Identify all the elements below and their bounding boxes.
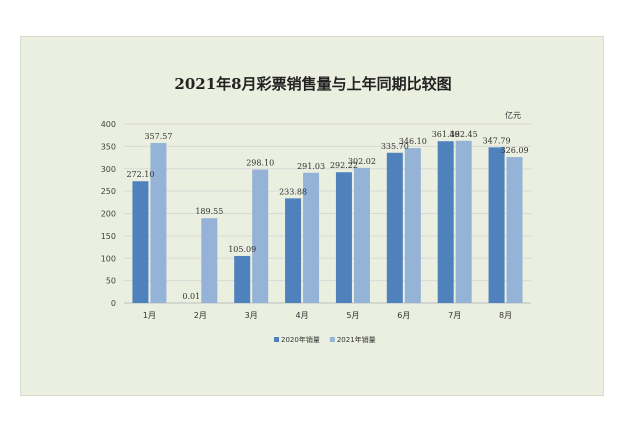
data-label: 292.22 — [330, 161, 358, 170]
bar — [234, 255, 251, 303]
x-axis: 1月 2月 3月 4月 5月 6月 7月 8月 — [143, 311, 512, 320]
chart-panel: 2021年8月彩票销售量与上年同期比较图 亿元 0 50 100 150 200 250 3… — [20, 36, 604, 396]
y-tick-label: 350 — [101, 142, 116, 151]
y-axis: 0 50 100 150 200 250 300 350 400 — [101, 120, 116, 308]
bar — [132, 181, 149, 303]
y-tick-label: 150 — [101, 232, 116, 241]
y-tick-label: 50 — [106, 277, 116, 286]
legend: 2020年销量 2021年销量 — [274, 335, 376, 344]
data-label: 298.10 — [246, 159, 274, 168]
x-tick-label: 5月 — [346, 311, 359, 320]
data-labels: 272.10 357.57 0.01 189.55 105.09 298.10 233.88… — [126, 130, 528, 301]
x-tick-label: 7月 — [448, 311, 461, 320]
bar — [201, 218, 218, 303]
legend-label: 2020年销量 — [281, 335, 320, 344]
x-tick-label: 1月 — [143, 311, 156, 320]
data-label: 362.45 — [450, 130, 478, 139]
data-label: 0.01 — [182, 292, 200, 301]
bar — [488, 147, 505, 303]
y-tick-label: 0 — [111, 299, 116, 308]
y-tick-label: 250 — [101, 187, 116, 196]
data-label: 105.09 — [228, 245, 256, 254]
bar-chart: 2021年8月彩票销售量与上年同期比较图 亿元 0 50 100 150 200 250 3… — [101, 75, 531, 344]
bars — [132, 140, 523, 303]
legend-label: 2021年销量 — [337, 335, 376, 344]
legend-swatch — [329, 337, 335, 342]
x-tick-label: 2月 — [194, 311, 207, 320]
data-label: 346.10 — [399, 137, 427, 146]
unit-label: 亿元 — [505, 110, 521, 120]
chart-title: 2021年8月彩票销售量与上年同期比较图 — [174, 75, 451, 93]
bar — [150, 142, 167, 303]
y-tick-label: 400 — [101, 120, 116, 129]
x-tick-label: 6月 — [397, 311, 410, 320]
bar — [437, 141, 454, 303]
y-tick-label: 100 — [101, 254, 116, 263]
bar — [353, 167, 370, 303]
data-label: 347.79 — [483, 136, 511, 145]
data-label: 291.03 — [297, 162, 325, 171]
x-tick-label: 4月 — [296, 311, 309, 320]
bar — [335, 172, 352, 303]
data-label: 335.70 — [381, 142, 409, 151]
bar — [386, 152, 403, 303]
y-tick-label: 300 — [101, 165, 116, 174]
bar — [303, 172, 320, 303]
data-label: 357.57 — [144, 132, 172, 141]
data-label: 361.49 — [432, 130, 460, 139]
bar — [285, 198, 302, 303]
gridlines — [124, 123, 531, 304]
x-tick-label: 3月 — [245, 311, 258, 320]
y-tick-label: 200 — [101, 210, 116, 219]
bar — [404, 148, 421, 303]
bar — [455, 140, 472, 303]
data-label: 189.55 — [195, 207, 223, 216]
bar — [252, 169, 269, 303]
data-label: 233.88 — [279, 187, 307, 196]
data-label: 302.02 — [348, 157, 376, 166]
data-label: 272.10 — [126, 170, 154, 179]
data-label: 326.09 — [501, 146, 529, 155]
legend-swatch — [274, 337, 279, 342]
x-tick-label: 8月 — [499, 311, 512, 320]
bar — [506, 157, 523, 303]
